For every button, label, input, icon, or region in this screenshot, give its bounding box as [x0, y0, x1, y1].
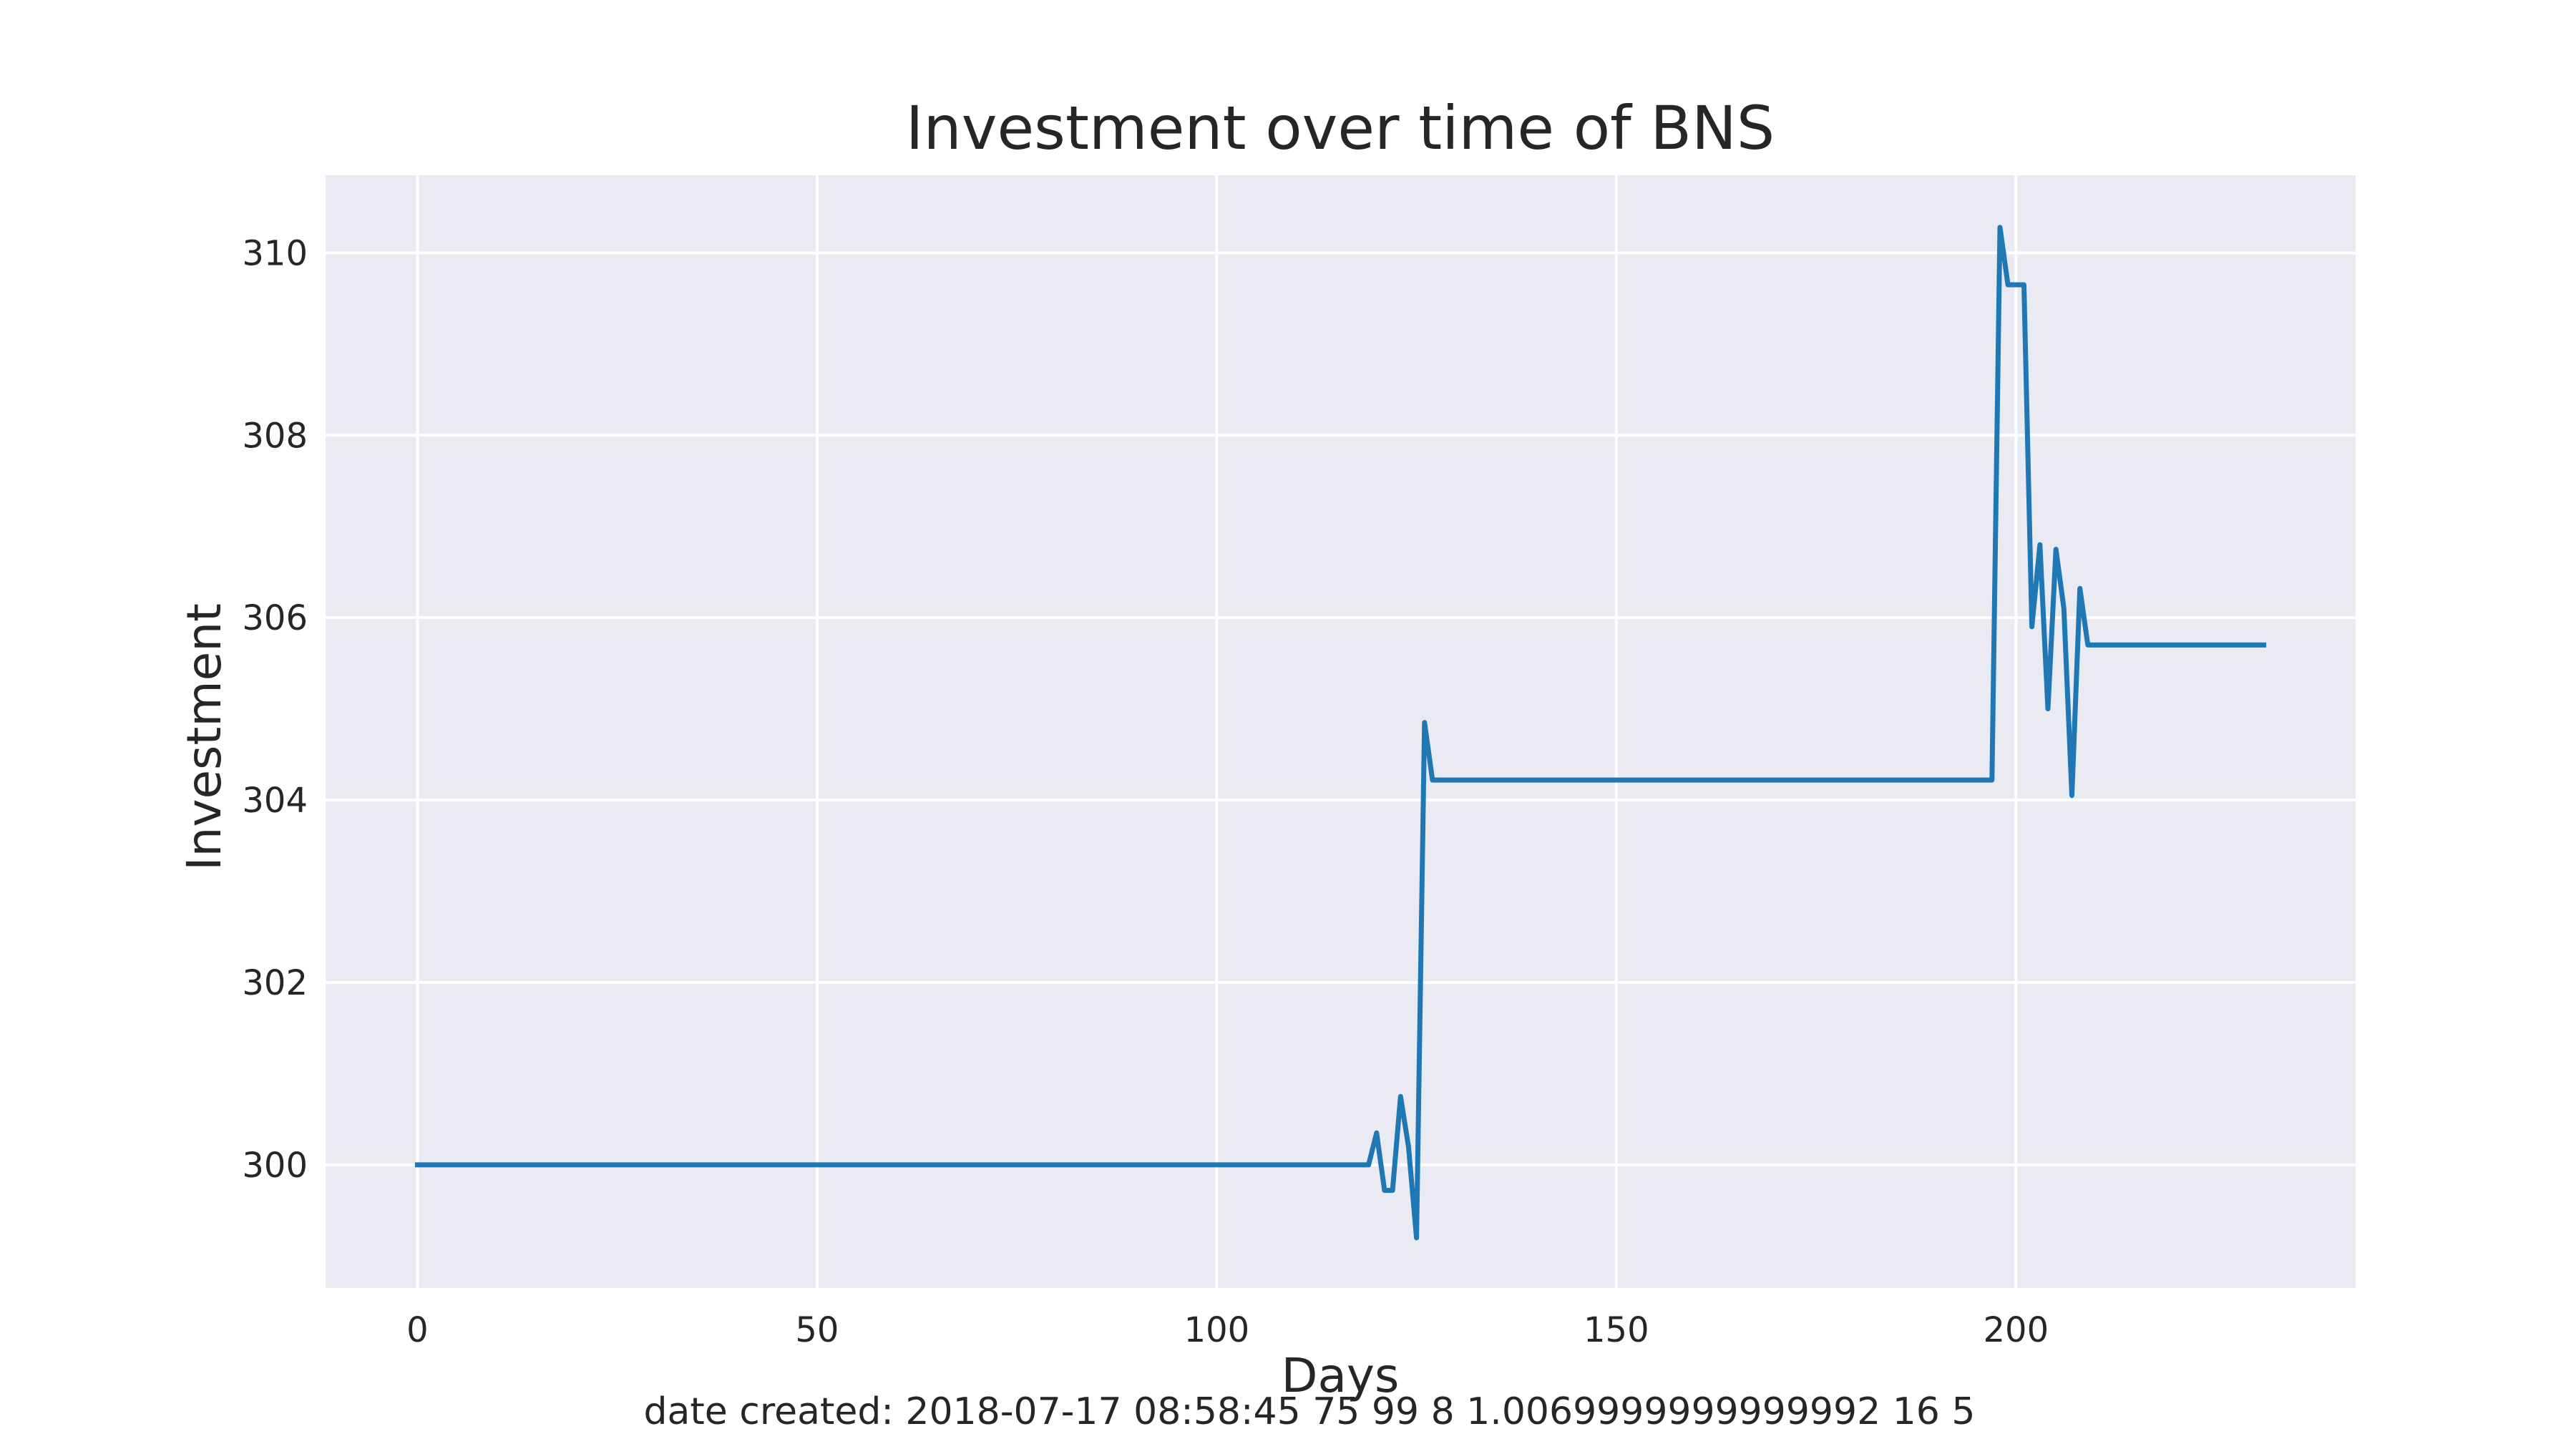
x-tick-label: 50	[795, 1310, 839, 1350]
series-layer	[414, 225, 2267, 1241]
x-tick-label: 150	[1584, 1310, 1649, 1350]
y-tick-label: 302	[242, 963, 308, 1003]
y-tick-label: 300	[242, 1146, 308, 1186]
y-axis-label: Investment	[177, 603, 232, 871]
x-tick-label: 100	[1184, 1310, 1250, 1350]
y-tick-label: 304	[242, 781, 308, 821]
x-tick-label: 200	[1983, 1310, 2049, 1350]
plot-area	[326, 175, 2356, 1288]
y-axis-ticks: 300 302 304 306 308 310	[242, 233, 308, 1186]
x-axis-ticks: 0 50 100 150 200	[406, 1310, 2049, 1350]
x-tick-label: 0	[406, 1310, 429, 1350]
y-tick-label: 306	[242, 598, 308, 638]
footer-caption: date created: 2018-07-17 08:58:45 75 99 …	[644, 1390, 1976, 1433]
chart-title: Investment over time of BNS	[906, 93, 1775, 163]
investment-series-line	[414, 225, 2267, 1241]
x-axis-label: Days	[1282, 1348, 1400, 1403]
y-tick-label: 308	[242, 416, 308, 456]
y-tick-label: 310	[242, 233, 308, 273]
